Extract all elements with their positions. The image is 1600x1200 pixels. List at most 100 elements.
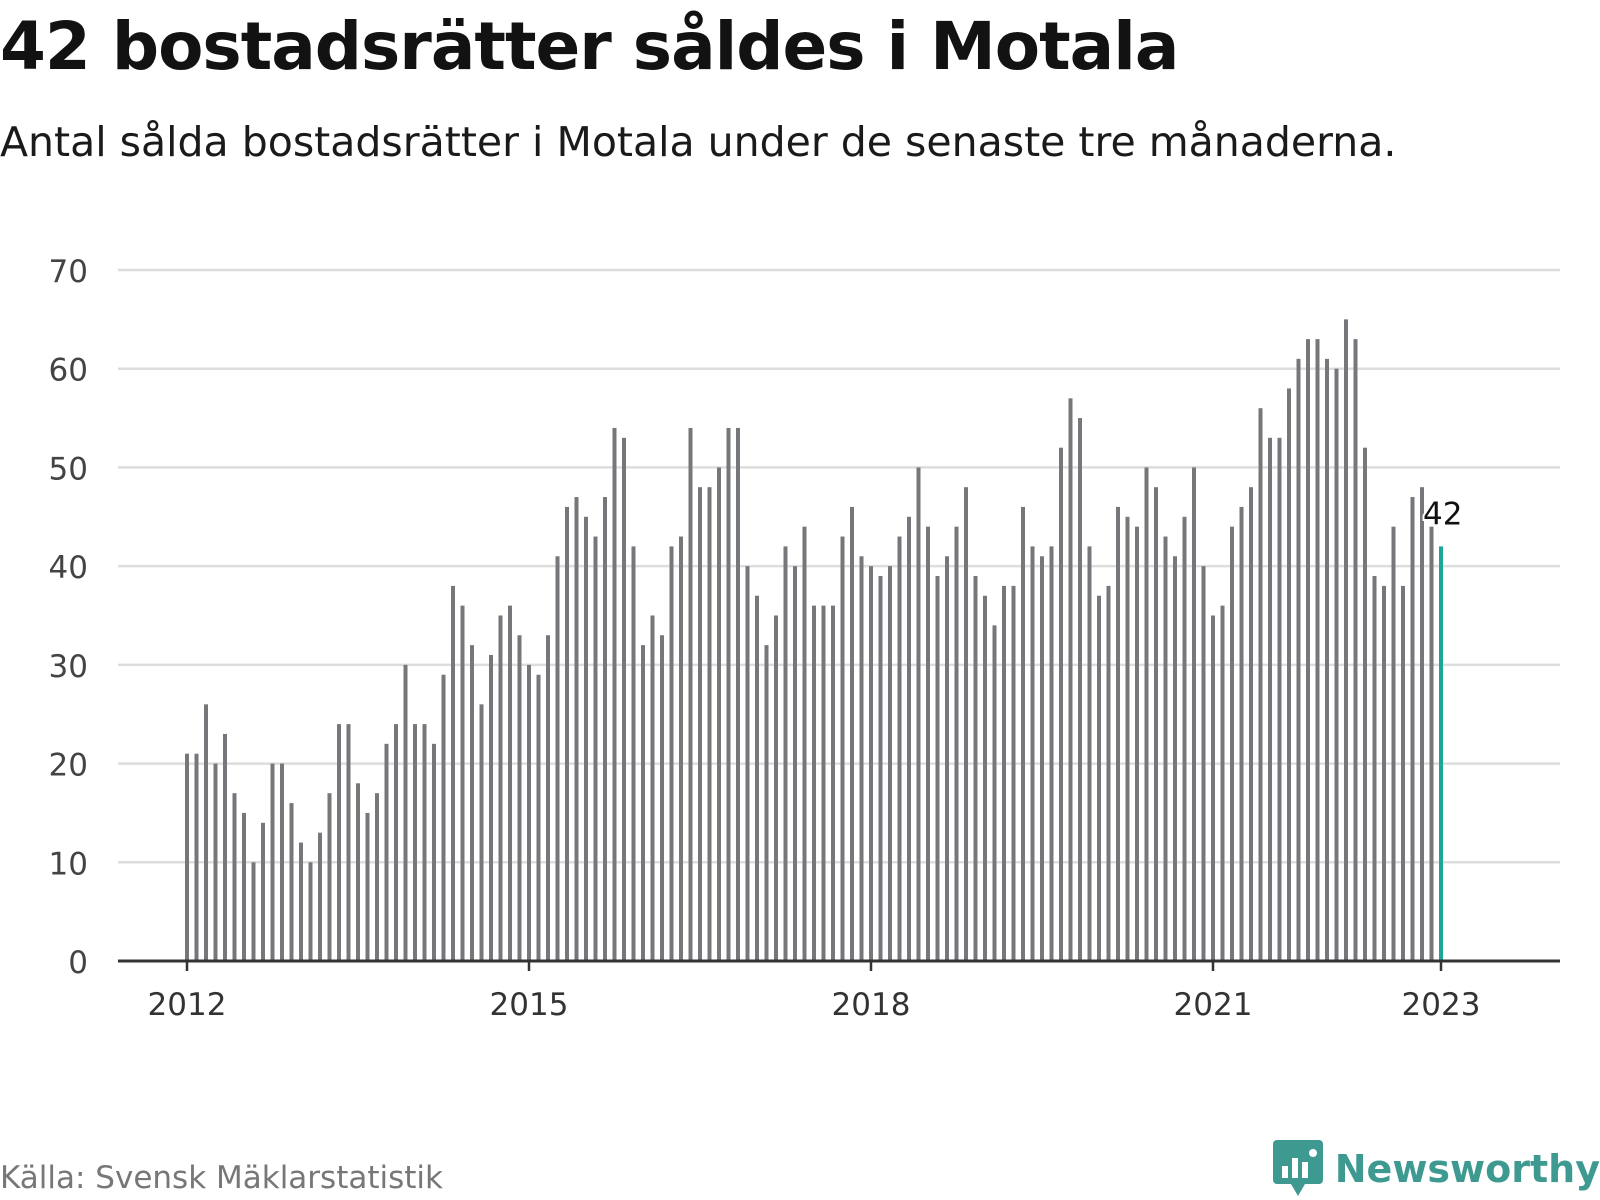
bar xyxy=(1296,358,1301,961)
bar xyxy=(1021,506,1025,961)
bar xyxy=(764,645,769,961)
bar xyxy=(954,526,959,961)
chart-subtitle: Antal sålda bostadsrätter i Motala under… xyxy=(0,118,1397,166)
bar xyxy=(1344,319,1348,961)
bar xyxy=(593,536,598,961)
bar xyxy=(793,566,797,961)
bar xyxy=(897,536,902,961)
bar xyxy=(688,427,693,961)
bar xyxy=(394,724,398,961)
bar xyxy=(1182,516,1187,961)
x-tick-label: 2018 xyxy=(832,987,911,1023)
bar xyxy=(926,526,930,961)
bar xyxy=(194,753,199,961)
bar xyxy=(555,556,560,961)
source-note: Källa: Svensk Mäklarstatistik xyxy=(0,1160,443,1196)
bar xyxy=(1220,605,1225,961)
bar xyxy=(1135,526,1139,961)
bar-chart: 0 10 20 30 40 50 60 70 2012 2015 2018 2021 2023 42 xyxy=(49,254,1560,1023)
bar xyxy=(1040,556,1044,961)
bar xyxy=(707,487,712,961)
x-tick-label: 2015 xyxy=(490,987,569,1023)
bar xyxy=(1002,585,1006,961)
bar xyxy=(802,526,807,961)
bar xyxy=(888,566,892,961)
bar xyxy=(878,576,883,961)
bar xyxy=(536,674,541,961)
bar xyxy=(1239,506,1244,961)
bar xyxy=(223,733,227,961)
bar xyxy=(660,635,664,961)
bar xyxy=(1068,398,1073,961)
bar xyxy=(1372,576,1377,961)
bar xyxy=(356,783,360,961)
bar xyxy=(859,556,864,961)
bar xyxy=(242,812,246,961)
brand-name: Newsworthy xyxy=(1334,1147,1600,1191)
bar xyxy=(346,724,351,961)
bar xyxy=(1078,418,1082,962)
bar xyxy=(964,487,968,961)
bar xyxy=(783,546,788,961)
y-tick-label: 70 xyxy=(49,254,88,290)
chart-title: 42 bostadsrätter såldes i Motala xyxy=(0,8,1179,85)
bar xyxy=(1106,585,1111,961)
bar xyxy=(213,763,218,961)
bar xyxy=(318,832,322,961)
bar-latest xyxy=(1439,546,1443,961)
bar xyxy=(745,566,750,961)
bar xyxy=(1163,536,1168,961)
bar xyxy=(1201,566,1206,961)
bar xyxy=(1268,437,1272,961)
bar xyxy=(812,605,816,961)
bar xyxy=(185,753,189,961)
bar xyxy=(1230,526,1234,961)
bar xyxy=(1211,615,1215,961)
bar xyxy=(1049,546,1054,961)
bar xyxy=(403,664,408,961)
bar xyxy=(631,546,636,961)
bar xyxy=(565,506,569,961)
brand-logo[interactable]: Newsworthy xyxy=(1272,1140,1600,1198)
bar xyxy=(992,625,997,961)
bar xyxy=(669,546,674,961)
bar xyxy=(489,654,493,961)
bar xyxy=(1306,339,1310,962)
bar xyxy=(289,803,294,961)
bar xyxy=(546,635,550,961)
bar xyxy=(1249,487,1253,961)
bar xyxy=(935,576,940,961)
bar xyxy=(280,763,284,961)
bar xyxy=(432,743,436,961)
bar xyxy=(1363,447,1367,962)
bar xyxy=(1401,585,1405,961)
bar xyxy=(1192,467,1196,961)
bar xyxy=(1429,526,1434,961)
x-tick-label: 2012 xyxy=(148,987,227,1023)
bar xyxy=(821,605,826,961)
bar xyxy=(451,585,455,961)
bar xyxy=(698,487,702,961)
y-axis-labels: 0 10 20 30 40 50 60 70 xyxy=(49,254,88,981)
bar xyxy=(375,793,379,961)
y-tick-label: 10 xyxy=(49,846,88,882)
bar xyxy=(270,763,275,961)
y-tick-label: 20 xyxy=(49,748,88,784)
bar xyxy=(1154,487,1158,961)
gridlines xyxy=(118,268,1560,864)
bar xyxy=(337,724,341,961)
bar xyxy=(460,605,465,961)
bar xyxy=(840,536,845,961)
bar xyxy=(973,576,978,961)
bar xyxy=(1410,497,1415,961)
bar xyxy=(650,615,655,961)
bar xyxy=(517,635,522,961)
bar xyxy=(641,645,645,961)
y-tick-label: 0 xyxy=(68,945,88,981)
bar xyxy=(327,793,332,961)
bar xyxy=(1144,467,1149,961)
bar xyxy=(1277,437,1282,961)
bar xyxy=(1030,546,1035,961)
bar xyxy=(755,595,759,961)
bar xyxy=(1391,526,1396,961)
